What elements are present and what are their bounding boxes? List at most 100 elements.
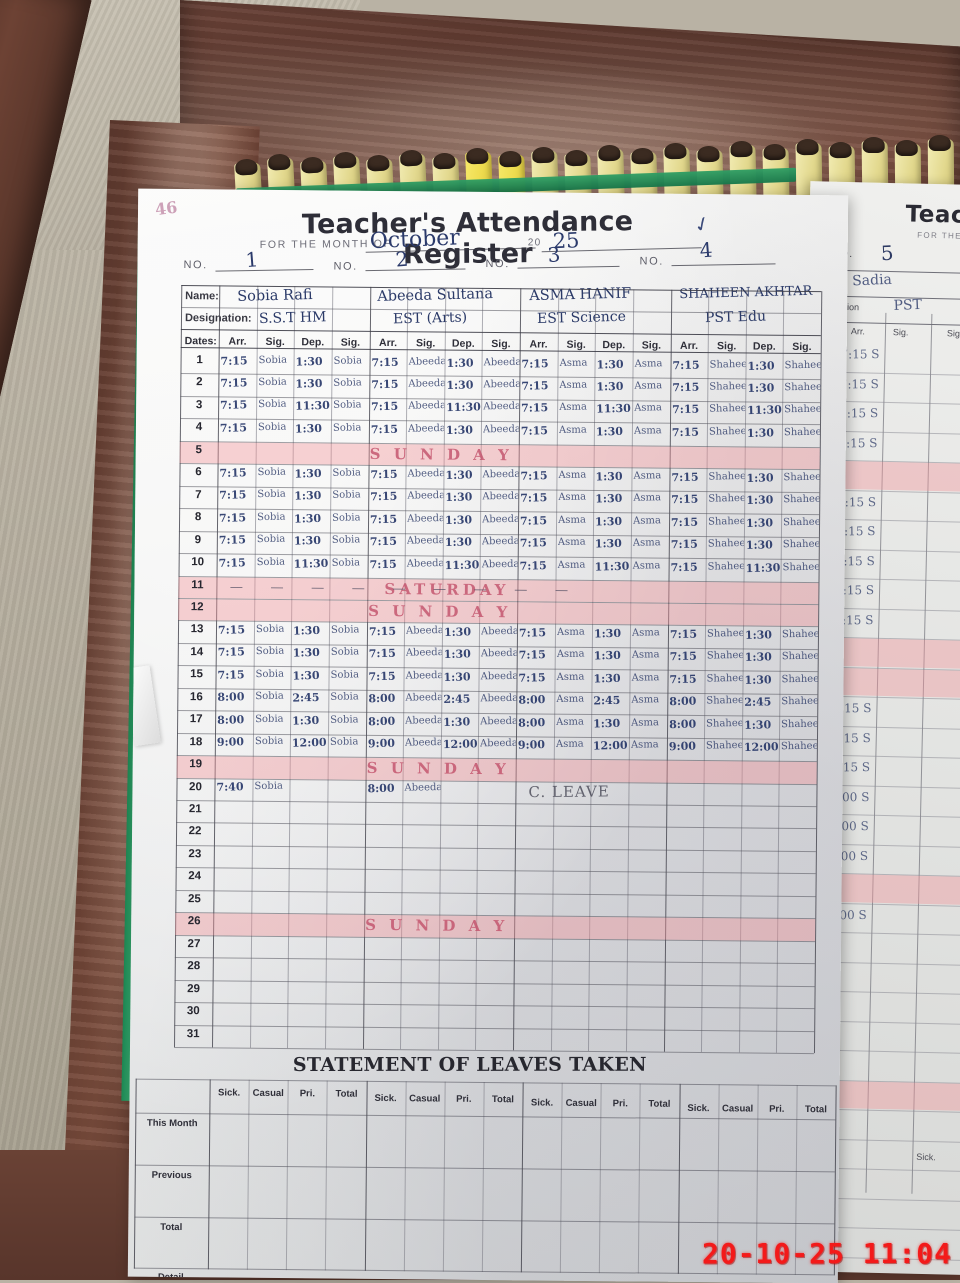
attendance-cell[interactable]: 8:00 [367,691,396,706]
attendance-cell[interactable]: 7:15 [218,510,247,525]
attendance-cell[interactable]: Asma [558,424,587,436]
attendance-cell[interactable]: 7:15 [670,470,699,484]
attendance-cell[interactable]: Asma [634,357,663,370]
attendance-cell[interactable]: Sobia [255,646,284,658]
attendance-cell[interactable]: Shaheen [784,404,821,416]
attendance-cell[interactable]: Asma [555,693,584,706]
attendance-cell[interactable]: 12:00 [442,737,478,752]
attendance-cell[interactable]: 7:15 [367,669,396,684]
attendance-cell[interactable]: Asma [557,514,586,526]
attendance-cell[interactable]: 7:15 [219,465,247,480]
attendance-cell[interactable]: 1:30 [594,536,623,551]
attendance-cell[interactable]: 7:15 [670,492,698,507]
attendance-cell[interactable]: 2:45 [743,695,772,710]
attendance-cell[interactable]: Asma [557,536,586,549]
date-cell[interactable]: 14 [190,645,204,659]
attendance-cell[interactable]: 7:15 [220,376,248,390]
attendance-cell[interactable]: Abeeda [408,355,445,368]
attendance-cell[interactable]: 8:00 [217,690,245,705]
attendance-cell[interactable]: Shaheen [706,695,743,707]
attendance-cell[interactable]: 1:30 [744,673,772,687]
date-cell[interactable]: 12 [190,601,204,614]
attendance-cell[interactable]: 7:15 [220,398,248,413]
attendance-cell[interactable]: 1:30 [593,649,622,663]
date-cell[interactable]: 8 [194,511,202,524]
attendance-cell[interactable]: Shaheen [783,516,820,528]
attendance-cell[interactable]: Abeeda [481,625,518,638]
attendance-cell[interactable]: Abeeda [405,669,442,682]
attendance-cell[interactable]: 1:30 [746,381,775,395]
attendance-cell[interactable]: Abeeda [483,401,520,413]
attendance-cell[interactable]: Sobia [329,714,359,726]
attendance-cell[interactable]: 1:30 [294,466,322,481]
date-cell[interactable]: 26 [187,915,201,928]
attendance-cell[interactable]: 1:30 [292,668,321,683]
attendance-cell[interactable]: 1:30 [445,378,474,392]
attendance-cell[interactable]: Shaheen [705,740,742,752]
date-cell[interactable]: 5 [195,443,202,457]
attendance-cell[interactable]: Shaheen [706,650,743,662]
attendance-cell[interactable]: 1:30 [745,538,773,553]
date-cell[interactable]: 24 [188,870,202,883]
date-cell[interactable]: 11 [191,578,204,591]
attendance-cell[interactable]: 7:15 [217,668,245,682]
date-cell[interactable]: 22 [188,825,202,838]
attendance-cell[interactable]: 1:30 [293,534,322,548]
attendance-cell[interactable]: Abeeda [405,714,441,727]
attendance-cell[interactable]: Shaheen [784,381,821,394]
date-cell[interactable]: 3 [195,399,203,412]
date-cell[interactable]: 25 [187,892,201,906]
attendance-cell[interactable]: Abeeda [480,737,517,750]
attendance-cell[interactable]: Sobia [255,623,285,636]
attendance-cell[interactable]: 11:30 [444,557,480,572]
attendance-cell[interactable]: Abeeda [407,490,444,502]
attendance-cell[interactable]: 7:40 [216,780,244,794]
attendance-cell[interactable]: Asma [631,694,660,707]
attendance-cell[interactable]: Asma [630,716,659,729]
attendance-cell[interactable]: Sobia [332,399,362,412]
attendance-cell[interactable]: 7:15 [671,380,700,395]
attendance-cell[interactable]: 1:30 [747,358,775,373]
attendance-cell[interactable]: 7:15 [668,672,697,687]
date-cell[interactable]: 31 [186,1027,200,1040]
attendance-cell[interactable]: Abeeda [483,378,520,391]
attendance-cell[interactable]: 1:30 [744,628,772,642]
attendance-cell[interactable]: Abeeda [482,513,519,526]
attendance-cell[interactable]: Sobia [331,556,361,569]
attendance-cell[interactable]: Abeeda [405,647,442,660]
attendance-cell[interactable]: 1:30 [444,535,472,550]
attendance-cell[interactable]: 1:30 [444,490,473,505]
attendance-cell[interactable]: Asma [634,380,663,392]
attendance-cell[interactable]: 7:15 [370,377,399,392]
date-cell[interactable]: 2 [196,376,203,389]
attendance-cell[interactable]: 7:15 [669,560,698,574]
attendance-cell[interactable]: Shaheen [784,359,821,371]
attendance-cell[interactable]: Abeeda [407,512,443,525]
attendance-cell[interactable]: Asma [631,649,660,662]
attendance-cell[interactable]: 9:00 [216,735,245,750]
attendance-cell[interactable]: 9:00 [517,738,546,752]
attendance-cell[interactable]: Shaheen [708,493,745,505]
attendance-cell[interactable]: Asma [633,402,662,415]
attendance-cell[interactable]: 1:30 [593,716,621,731]
attendance-cell[interactable]: 2:45 [442,692,471,707]
date-cell[interactable]: 20 [189,780,202,793]
attendance-cell[interactable]: 2:45 [292,691,320,705]
attendance-cell[interactable]: 7:15 [218,555,246,570]
attendance-cell[interactable]: Sobia [257,466,286,478]
attendance-cell[interactable]: Shaheen [706,717,742,730]
date-cell[interactable]: 9 [194,533,202,546]
attendance-cell[interactable]: 1:30 [443,670,471,684]
date-cell[interactable]: 28 [187,960,201,973]
attendance-cell[interactable]: Asma [558,401,587,414]
attendance-cell[interactable]: 1:30 [294,511,322,526]
attendance-cell[interactable]: Shaheen [782,561,819,573]
attendance-cell[interactable]: Sobia [330,646,360,659]
attendance-cell[interactable]: Shaheen [781,718,818,731]
attendance-cell[interactable]: Abeeda [406,624,442,637]
attendance-cell[interactable]: Shaheen [709,403,745,415]
attendance-cell[interactable]: 7:15 [217,645,245,660]
date-cell[interactable]: 13 [190,623,204,636]
attendance-cell[interactable]: Abeeda [404,737,441,749]
attendance-cell[interactable]: 7:15 [518,648,546,663]
